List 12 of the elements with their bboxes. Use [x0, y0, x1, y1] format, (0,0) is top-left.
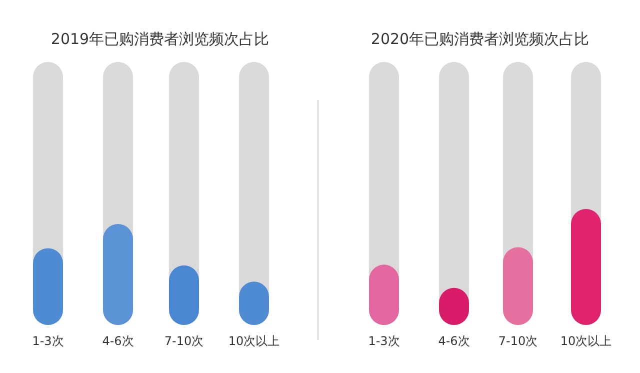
x-tick-label: 10次以上: [228, 334, 280, 348]
x-tick-label: 7-10次: [498, 334, 538, 348]
x-tick-label: 10次以上: [560, 334, 612, 348]
x-tick-label: 1-3次: [32, 334, 64, 348]
bar: [503, 247, 533, 325]
chart-title: 2019年已购消费者浏览频次占比: [50, 30, 270, 48]
x-tick-label: 4-6次: [438, 334, 470, 348]
x-tick-label: 1-3次: [368, 334, 400, 348]
x-tick-label: 7-10次: [164, 334, 204, 348]
chart-title: 2020年已购消费者浏览频次占比: [370, 30, 590, 48]
x-tick-label: 4-6次: [102, 334, 134, 348]
bar: [33, 248, 63, 325]
